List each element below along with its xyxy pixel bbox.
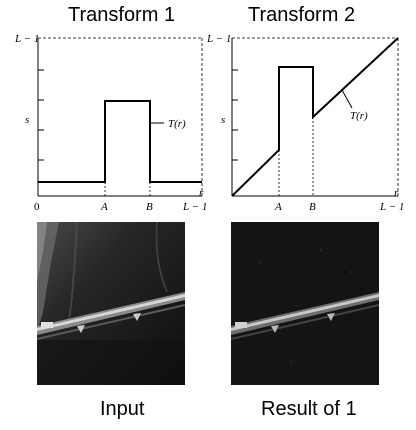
- t2-b-label: B: [309, 201, 316, 213]
- t1-y-ticks: [38, 69, 44, 161]
- result-image: [231, 222, 379, 385]
- result-caption: Result of 1: [261, 398, 357, 420]
- t2-y-top-label: L − 1: [206, 33, 231, 45]
- t1-b-label: B: [146, 201, 153, 213]
- t1-origin-label: 0: [34, 201, 40, 213]
- t1-curve: [38, 100, 202, 183]
- t1-a-label: A: [100, 201, 108, 213]
- t2-curve: [231, 37, 399, 197]
- t2-y-ticks: [232, 69, 238, 161]
- t1-y-top-label: L − 1: [14, 33, 39, 45]
- t2-y-mid-label: s: [221, 114, 225, 126]
- t1-curve-label: T(r): [168, 118, 186, 130]
- t2-a-label: A: [274, 201, 282, 213]
- input-caption: Input: [100, 398, 145, 420]
- t1-end-label: L − 1: [182, 201, 207, 213]
- t2-end-label: L − 1: [379, 201, 404, 213]
- t1-r-label: r: [199, 187, 204, 199]
- input-image: [37, 222, 185, 385]
- t1-y-mid-label: s: [25, 114, 29, 126]
- t2-curve-pointer: [341, 89, 353, 109]
- transform2-title: Transform 2: [248, 4, 356, 26]
- t2-curve-label: T(r): [350, 110, 368, 122]
- t2-r-label: r: [394, 187, 399, 199]
- transform1-title: Transform 1: [68, 4, 176, 26]
